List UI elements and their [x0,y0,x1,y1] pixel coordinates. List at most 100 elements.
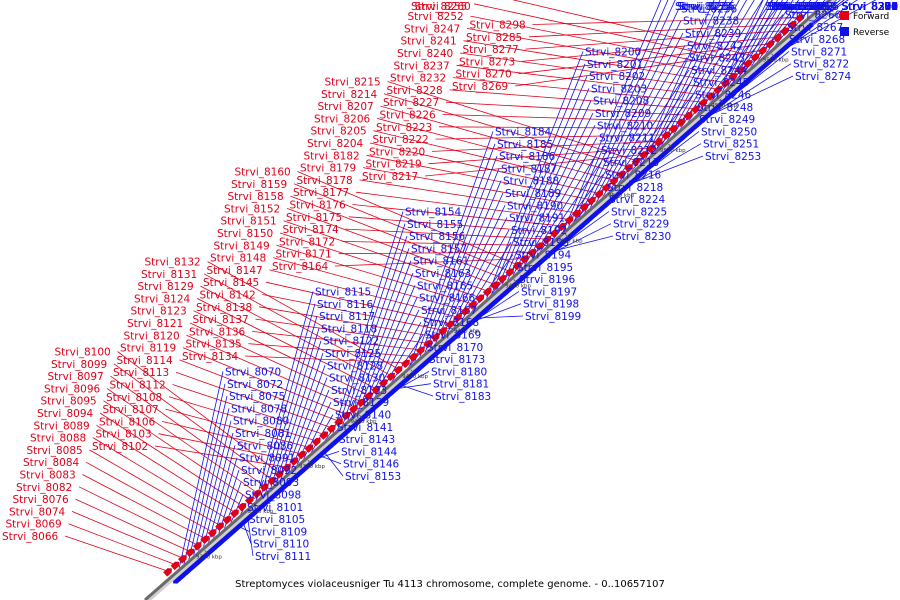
reverse-gene-label[interactable]: Strvi_8289 [842,1,898,13]
reverse-gene-label[interactable]: Strvi_8264 [781,1,838,13]
forward-gene-label[interactable]: Strvi_8171 [276,249,332,261]
forward-gene-label[interactable]: Strvi_8114 [117,355,174,367]
forward-gene-arrow[interactable] [438,325,449,336]
reverse-gene-label[interactable]: Strvi_8198 [523,299,579,311]
reverse-gene-label[interactable]: Strvi_8170 [427,342,483,354]
forward-gene-label[interactable]: Strvi_8247 [404,23,460,35]
forward-gene-arrow[interactable] [170,560,182,571]
forward-gene-label[interactable]: Strvi_8131 [141,269,197,281]
forward-gene-label[interactable]: Strvi_8132 [145,257,201,269]
reverse-gene-label[interactable]: Strvi_8267 [787,22,843,34]
forward-gene-label[interactable]: Strvi_8102 [92,441,148,453]
reverse-gene-label[interactable]: Strvi_8209 [595,108,651,120]
reverse-gene-label[interactable]: Strvi_8184 [495,127,552,139]
reverse-gene-label[interactable]: Strvi_8272 [793,59,849,71]
forward-gene-label[interactable]: Strvi_8277 [463,44,519,56]
reverse-gene-label[interactable]: Strvi_8161 [413,256,469,268]
forward-gene-arrow[interactable] [475,293,486,303]
forward-gene-arrow[interactable] [579,201,591,212]
forward-gene-arrow[interactable] [758,45,769,56]
reverse-gene-label[interactable]: Strvi_8294 [841,1,898,13]
reverse-gene-label[interactable]: Strvi_8229 [613,219,669,231]
forward-gene-label[interactable]: Strvi_8066 [2,531,59,543]
forward-gene-label[interactable]: Strvi_8137 [193,314,249,326]
forward-gene-label[interactable]: Strvi_8094 [37,408,94,420]
forward-gene-label[interactable]: Strvi_8135 [186,339,242,351]
reverse-gene-label[interactable]: Strvi_8173 [429,354,485,366]
forward-gene-label[interactable]: Strvi_8270 [456,69,512,81]
forward-gene-label[interactable]: Strvi_8237 [394,60,450,72]
forward-gene-label[interactable]: Strvi_8095 [41,396,97,408]
forward-gene-label[interactable]: Strvi_8151 [221,216,277,228]
reverse-gene-label[interactable]: Strvi_8208 [593,96,649,108]
reverse-gene-label[interactable]: Strvi_8157 [411,243,467,255]
forward-gene-label[interactable]: Strvi_8142 [200,290,256,302]
forward-gene-label[interactable]: Strvi_8206 [314,113,371,125]
reverse-gene-label[interactable]: Strvi_8199 [525,311,581,323]
forward-gene-arrow[interactable] [244,495,256,505]
forward-gene-label[interactable]: Strvi_8207 [318,101,374,113]
reverse-gene-label[interactable]: Strvi_8233 [675,1,731,13]
forward-gene-label[interactable]: Strvi_8138 [196,302,252,314]
forward-gene-label[interactable]: Strvi_8273 [459,56,515,68]
reverse-gene-label[interactable]: Strvi_8153 [345,471,401,483]
reverse-gene-label[interactable]: Strvi_8265 [783,1,839,13]
forward-gene-arrow[interactable] [259,481,271,492]
forward-gene-label[interactable]: Strvi_8103 [96,429,152,441]
reverse-gene-label[interactable]: Strvi_8193 [513,237,569,249]
forward-gene-arrow[interactable] [520,253,531,264]
reverse-gene-label[interactable]: Strvi_8111 [255,551,311,563]
reverse-gene-label[interactable]: Strvi_8181 [433,379,489,391]
reverse-gene-label[interactable]: Strvi_8242 [687,40,743,52]
reverse-gene-label[interactable]: Strvi_8081 [235,428,291,440]
forward-gene-arrow[interactable] [639,149,650,160]
reverse-gene-label[interactable]: Strvi_8281 [842,1,898,13]
forward-gene-arrow[interactable] [587,195,598,206]
forward-gene-label[interactable]: Strvi_8129 [138,281,194,293]
forward-gene-arrow[interactable] [237,501,249,512]
forward-gene-arrow[interactable] [668,123,680,134]
forward-gene-arrow[interactable] [207,527,219,538]
forward-gene-arrow[interactable] [178,553,189,564]
forward-gene-label[interactable]: Strvi_8215 [325,77,381,89]
forward-gene-label[interactable]: Strvi_8226 [380,110,437,122]
forward-gene-label[interactable]: Strvi_8160 [235,167,291,179]
reverse-gene-label[interactable]: Strvi_8098 [245,490,301,502]
forward-gene-label[interactable]: Strvi_8177 [293,187,349,199]
forward-gene-label[interactable]: Strvi_8172 [279,236,335,248]
forward-gene-arrow[interactable] [274,468,286,479]
forward-gene-arrow[interactable] [393,364,405,375]
reverse-gene-label[interactable]: Strvi_8072 [227,379,283,391]
forward-gene-arrow[interactable] [698,97,710,108]
reverse-gene-label[interactable]: Strvi_8210 [597,120,653,132]
reverse-gene-label[interactable]: Strvi_8194 [515,250,572,262]
reverse-gene-label[interactable]: Strvi_8146 [343,459,400,471]
reverse-gene-label[interactable]: Strvi_8125 [325,348,381,360]
forward-gene-label[interactable]: Strvi_8107 [103,404,159,416]
forward-gene-label[interactable]: Strvi_8227 [383,97,439,109]
forward-gene-label[interactable]: Strvi_8214 [321,89,378,101]
forward-gene-arrow[interactable] [505,266,516,277]
forward-gene-label[interactable]: Strvi_8178 [297,175,353,187]
forward-gene-label[interactable]: Strvi_8149 [214,240,270,252]
forward-gene-label[interactable]: Strvi_8083 [20,470,76,482]
reverse-gene-label[interactable]: Strvi_8190 [507,200,563,212]
reverse-gene-label[interactable]: Strvi_8195 [517,262,573,274]
forward-gene-arrow[interactable] [267,475,278,486]
reverse-gene-label[interactable]: Strvi_8234 [677,1,734,13]
forward-gene-arrow[interactable] [215,521,226,532]
forward-gene-label[interactable]: Strvi_8223 [376,122,432,134]
reverse-gene-label[interactable]: Strvi_8225 [611,206,667,218]
forward-gene-label[interactable]: Strvi_8175 [286,212,342,224]
reverse-gene-label[interactable]: Strvi_8211 [599,133,655,145]
reverse-gene-label[interactable]: Strvi_8263 [779,1,835,13]
forward-gene-label[interactable]: Strvi_8220 [369,146,425,158]
reverse-gene-label[interactable]: Strvi_8196 [519,274,576,286]
reverse-gene-label[interactable]: Strvi_8203 [591,83,647,95]
forward-gene-arrow[interactable] [192,540,204,551]
forward-gene-label[interactable]: Strvi_8152 [224,203,280,215]
reverse-gene-label[interactable]: Strvi_8078 [231,403,287,415]
forward-gene-arrow[interactable] [349,403,360,414]
forward-gene-arrow[interactable] [482,286,494,297]
forward-gene-arrow[interactable] [356,397,367,408]
